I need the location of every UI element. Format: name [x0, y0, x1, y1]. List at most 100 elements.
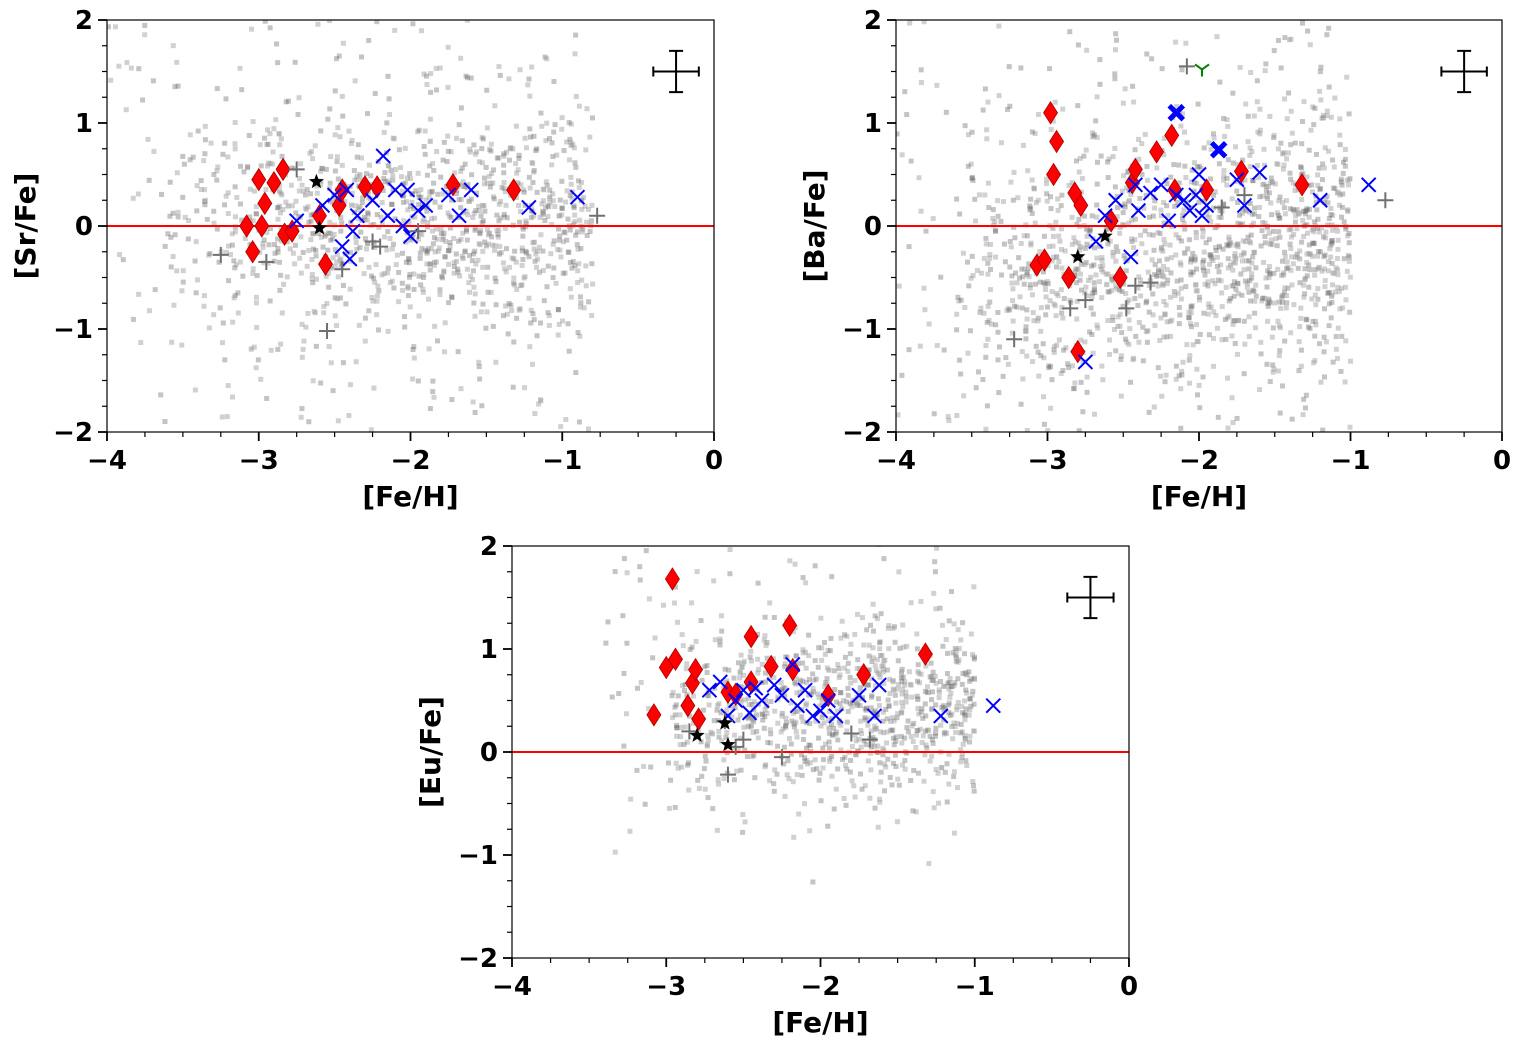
cloud-point — [440, 234, 446, 240]
cloud-point — [1049, 258, 1055, 264]
cloud-point — [1154, 273, 1160, 279]
cloud-point — [670, 715, 676, 721]
cloud-point — [1316, 264, 1322, 270]
cloud-point — [491, 196, 497, 202]
cloud-point — [1284, 116, 1290, 122]
cloud-point — [468, 273, 474, 279]
cloud-point — [214, 86, 220, 92]
cloud-point — [277, 188, 283, 194]
cloud-point — [1136, 136, 1142, 142]
cloud-point — [479, 146, 485, 152]
cloud-point — [1225, 157, 1231, 163]
series-plus — [212, 161, 606, 340]
cloud-point — [1339, 204, 1345, 210]
cloud-point — [711, 578, 717, 584]
cloud-point — [1206, 140, 1212, 146]
cloud-point — [764, 655, 770, 661]
cloud-point — [1031, 185, 1037, 191]
cloud-point — [1242, 278, 1248, 284]
cloud-point — [1179, 67, 1185, 73]
data-point-star — [1097, 228, 1113, 243]
cloud-point — [419, 246, 425, 252]
data-point-plus — [288, 161, 305, 178]
cloud-point — [902, 679, 908, 685]
cloud-point — [906, 347, 912, 353]
data-point-star — [717, 715, 733, 730]
y-tick-label: 0 — [75, 212, 93, 242]
cloud-point — [908, 600, 914, 606]
cloud-point — [918, 598, 924, 604]
cloud-point — [1304, 273, 1310, 279]
cloud-point — [1208, 304, 1214, 310]
cloud-point — [1028, 240, 1034, 246]
cloud-point — [660, 602, 666, 608]
cloud-point — [1024, 316, 1030, 322]
cloud-point — [441, 269, 447, 275]
cloud-point — [1186, 237, 1192, 243]
cloud-point — [279, 310, 285, 316]
cloud-point — [767, 778, 773, 784]
cloud-point — [411, 286, 417, 292]
cloud-point — [849, 704, 855, 710]
cloud-point — [687, 713, 693, 719]
cloud-point — [198, 178, 204, 184]
cloud-point — [929, 674, 935, 680]
cloud-point — [476, 359, 482, 365]
cloud-point — [967, 696, 973, 702]
data-point-x — [569, 189, 586, 205]
cloud-point — [388, 201, 394, 207]
cloud-point — [578, 246, 584, 252]
data-point-diamond — [743, 624, 759, 649]
cloud-point — [327, 180, 333, 186]
cloud-point — [1021, 281, 1027, 287]
cloud-point — [963, 758, 969, 764]
cloud-point — [889, 715, 895, 721]
cloud-point — [430, 389, 436, 395]
cloud-point — [514, 170, 520, 176]
data-point-x — [1130, 202, 1147, 219]
cloud-point — [519, 248, 525, 254]
cloud-point — [429, 188, 435, 194]
cloud-point — [827, 648, 833, 654]
cloud-point — [497, 72, 503, 78]
cloud-point — [412, 214, 418, 220]
cloud-point — [354, 176, 360, 182]
cloud-point — [349, 137, 355, 143]
cloud-point — [232, 146, 238, 152]
cloud-point — [460, 230, 466, 236]
cloud-point — [464, 75, 470, 81]
cloud-point — [1055, 196, 1061, 202]
cloud-point — [1270, 228, 1276, 234]
cloud-point — [432, 215, 438, 221]
cloud-point — [1251, 220, 1257, 226]
cloud-point — [1279, 258, 1285, 264]
cloud-point — [1110, 278, 1116, 284]
cloud-point — [590, 115, 596, 121]
cloud-point — [1157, 337, 1163, 343]
cloud-point — [962, 733, 968, 739]
cloud-point — [506, 264, 512, 270]
cloud-point — [430, 241, 436, 247]
cloud-point — [772, 767, 778, 773]
cloud-point — [1069, 214, 1075, 220]
cloud-point — [577, 304, 583, 310]
cloud-point — [819, 700, 825, 706]
cloud-point — [831, 668, 837, 674]
cloud-point — [1077, 244, 1083, 250]
cloud-point — [1199, 225, 1205, 231]
cloud-point — [1027, 203, 1033, 209]
cloud-point — [1156, 267, 1162, 273]
cloud-point — [1225, 375, 1231, 381]
cloud-point — [308, 237, 314, 243]
cloud-point — [794, 734, 800, 740]
cloud-point — [929, 737, 935, 743]
cloud-point — [512, 248, 518, 254]
cloud-point — [967, 739, 973, 745]
cloud-point — [1231, 279, 1237, 285]
cloud-point — [258, 163, 264, 169]
cloud-point — [876, 671, 882, 677]
cloud-point — [237, 201, 243, 207]
cloud-point — [386, 163, 392, 169]
cloud-point — [1060, 315, 1066, 321]
cloud-point — [1119, 330, 1125, 336]
